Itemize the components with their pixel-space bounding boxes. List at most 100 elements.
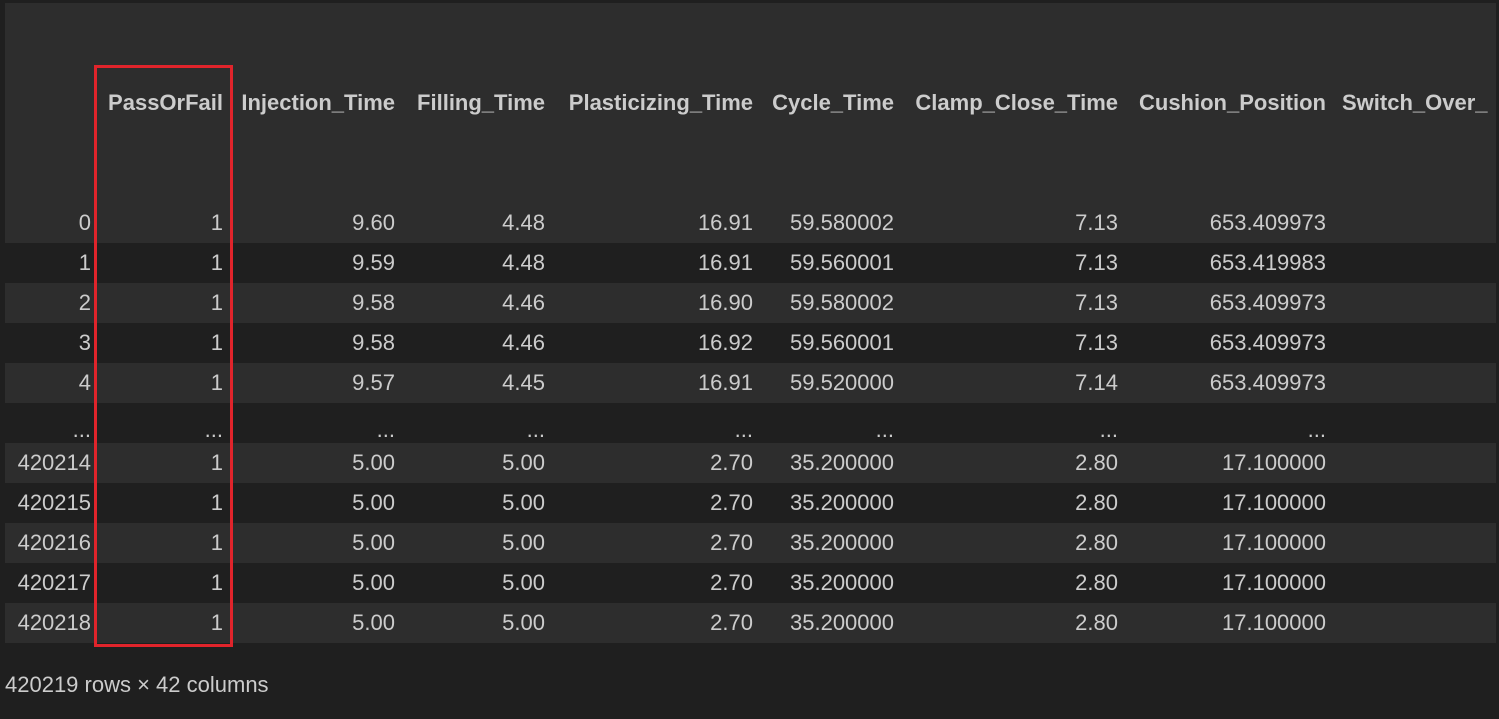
table-body: 0 1 9.60 4.48 16.91 59.580002 7.13 653.409973 1 1… xyxy=(5,203,1496,643)
table-header: PassOrFail Injection_Time Filling_Time Plas… xyxy=(5,3,1496,203)
row-index: 1 xyxy=(78,250,91,275)
dataframe-table: PassOrFail Injection_Time Filling_Time Plas… xyxy=(5,3,1496,643)
table-row: 3 1 9.58 4.46 16.92 59.560001 7.13 653.409973 xyxy=(5,323,1496,363)
table-cell: 59.580002 xyxy=(790,210,894,235)
table-cell: 2.80 xyxy=(1075,490,1118,515)
table-cell: 17.100000 xyxy=(1222,610,1326,635)
table-row: 420218 1 5.00 5.00 2.70 35.200000 2.80 17.10000… xyxy=(5,603,1496,643)
table-row: 4 1 9.57 4.45 16.91 59.520000 7.14 653.409973 xyxy=(5,363,1496,403)
column-header: PassOrFail xyxy=(108,90,223,115)
table-cell: 9.60 xyxy=(352,210,395,235)
table-cell: 7.13 xyxy=(1075,250,1118,275)
row-index: 3 xyxy=(78,330,91,355)
header-row: PassOrFail Injection_Time Filling_Time Plas… xyxy=(5,3,1496,203)
table-cell: 9.59 xyxy=(352,250,395,275)
table-cell xyxy=(1334,283,1496,323)
table-cell: 5.00 xyxy=(502,490,545,515)
table-cell: 4.48 xyxy=(502,250,545,275)
table-cell: ... xyxy=(1307,417,1326,442)
table-cell: ... xyxy=(734,417,753,442)
table-cell: 4.46 xyxy=(502,290,545,315)
table-cell: 17.100000 xyxy=(1222,450,1326,475)
table-cell: ... xyxy=(526,417,545,442)
row-index: 420214 xyxy=(17,450,91,475)
table-cell: 7.13 xyxy=(1075,210,1118,235)
table-cell xyxy=(1334,563,1496,603)
table-cell: ... xyxy=(875,417,894,442)
table-cell xyxy=(1334,203,1496,243)
table-cell xyxy=(1334,443,1496,483)
index-header xyxy=(5,3,95,203)
table-row: 420216 1 5.00 5.00 2.70 35.200000 2.80 17.10000… xyxy=(5,523,1496,563)
table-cell: 1 xyxy=(210,530,223,555)
table-cell xyxy=(1334,323,1496,363)
table-cell: 59.560001 xyxy=(790,330,894,355)
table-cell: 1 xyxy=(210,210,223,235)
table-cell: 2.70 xyxy=(710,490,753,515)
column-header: Switch_Over_ xyxy=(1342,90,1488,115)
table-cell: 16.91 xyxy=(697,250,753,275)
row-index: ... xyxy=(72,417,91,442)
table-cell xyxy=(1334,603,1496,643)
table-cell: 4.48 xyxy=(502,210,545,235)
row-index: 0 xyxy=(78,210,91,235)
table-cell: ... xyxy=(204,417,223,442)
table-cell: 653.409973 xyxy=(1209,210,1326,235)
column-header: Plasticizing_Time xyxy=(568,90,753,115)
table-cell: 9.58 xyxy=(352,330,395,355)
table-cell: 59.580002 xyxy=(790,290,894,315)
table-row: 2 1 9.58 4.46 16.90 59.580002 7.13 653.409973 xyxy=(5,283,1496,323)
table-cell xyxy=(1334,403,1496,443)
table-cell: 5.00 xyxy=(352,570,395,595)
table-cell: 653.409973 xyxy=(1209,290,1326,315)
table-cell: 2.70 xyxy=(710,450,753,475)
table-cell: 9.57 xyxy=(352,370,395,395)
table-cell: 7.13 xyxy=(1075,330,1118,355)
table-cell: 653.409973 xyxy=(1209,370,1326,395)
row-index: 420216 xyxy=(17,530,91,555)
table-cell: 16.90 xyxy=(697,290,753,315)
table-cell: 59.560001 xyxy=(790,250,894,275)
table-cell: 2.70 xyxy=(710,530,753,555)
table-cell xyxy=(1334,483,1496,523)
table-cell: 35.200000 xyxy=(790,570,894,595)
table-cell: 1 xyxy=(210,450,223,475)
table-row: 420214 1 5.00 5.00 2.70 35.200000 2.80 17.10000… xyxy=(5,443,1496,483)
table-cell: 4.46 xyxy=(502,330,545,355)
column-header: Injection_Time xyxy=(241,90,395,115)
row-index: 420218 xyxy=(17,610,91,635)
table-cell: 5.00 xyxy=(352,530,395,555)
table-cell: 2.80 xyxy=(1075,570,1118,595)
table-cell: 1 xyxy=(210,290,223,315)
column-header: Cycle_Time xyxy=(772,90,894,115)
table-cell: 5.00 xyxy=(352,450,395,475)
table-cell: 1 xyxy=(210,570,223,595)
table-cell: 17.100000 xyxy=(1222,570,1326,595)
table-cell: 2.80 xyxy=(1075,450,1118,475)
table-cell xyxy=(1334,363,1496,403)
table-cell: 653.419983 xyxy=(1209,250,1326,275)
table-cell: 5.00 xyxy=(502,530,545,555)
table-cell: ... xyxy=(376,417,395,442)
table-cell xyxy=(1334,243,1496,283)
column-header: Filling_Time xyxy=(417,90,545,115)
table-cell: 35.200000 xyxy=(790,530,894,555)
table-cell: 2.70 xyxy=(710,610,753,635)
table-cell: 7.14 xyxy=(1075,370,1118,395)
table-row: 0 1 9.60 4.48 16.91 59.580002 7.13 653.409973 xyxy=(5,203,1496,243)
ellipsis-row: ........................ xyxy=(5,403,1496,443)
table-cell: 5.00 xyxy=(502,450,545,475)
table-cell: 5.00 xyxy=(352,490,395,515)
table-cell: 5.00 xyxy=(502,570,545,595)
table-cell: 17.100000 xyxy=(1222,490,1326,515)
table-cell: 1 xyxy=(210,330,223,355)
row-index: 2 xyxy=(78,290,91,315)
table-cell: 17.100000 xyxy=(1222,530,1326,555)
table-row: 420217 1 5.00 5.00 2.70 35.200000 2.80 17.10000… xyxy=(5,563,1496,603)
column-header: Cushion_Position xyxy=(1139,90,1326,115)
table-cell: 35.200000 xyxy=(790,450,894,475)
table-cell: 5.00 xyxy=(352,610,395,635)
table-cell: 16.91 xyxy=(697,210,753,235)
table-cell: 5.00 xyxy=(502,610,545,635)
